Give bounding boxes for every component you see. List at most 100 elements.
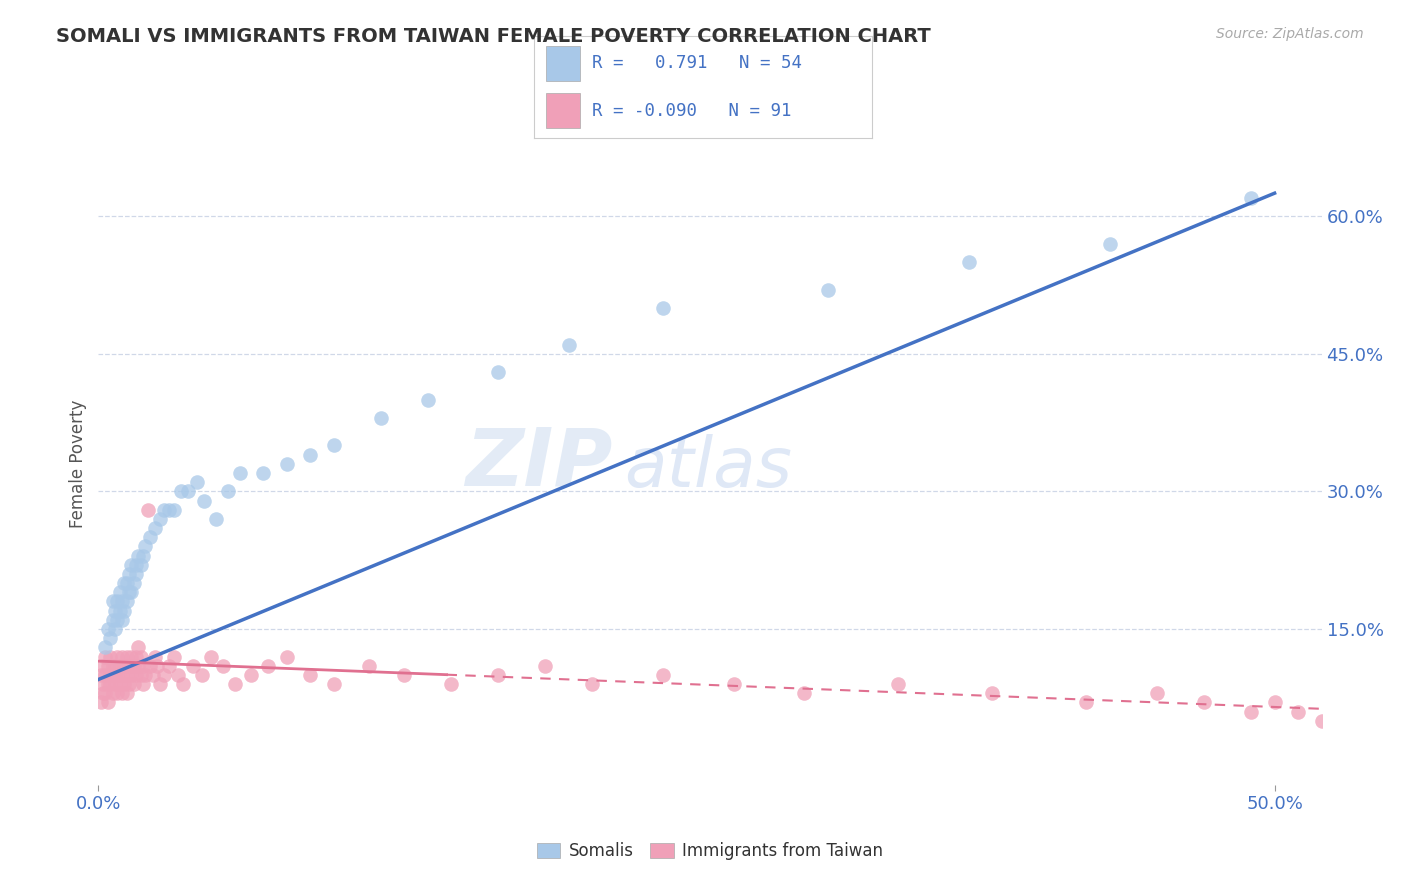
Point xyxy=(97,677,120,691)
Point xyxy=(212,658,235,673)
Point xyxy=(105,686,128,700)
Point xyxy=(1240,705,1263,719)
Point xyxy=(115,594,138,608)
Point xyxy=(143,649,166,664)
Point xyxy=(486,365,509,379)
Point xyxy=(1334,705,1357,719)
Point xyxy=(98,668,121,682)
Point xyxy=(122,576,145,591)
Point xyxy=(149,677,172,691)
Point xyxy=(111,594,134,608)
Point xyxy=(887,677,910,691)
Point xyxy=(163,649,186,664)
Point xyxy=(94,640,117,655)
Point xyxy=(127,640,149,655)
Point xyxy=(217,484,239,499)
Point xyxy=(120,585,142,599)
Point xyxy=(981,686,1004,700)
Point xyxy=(200,649,222,664)
Point xyxy=(122,658,145,673)
Point xyxy=(91,686,114,700)
Point xyxy=(252,466,274,480)
Point xyxy=(191,668,214,682)
Point xyxy=(723,677,745,691)
Point xyxy=(132,677,155,691)
Point xyxy=(97,695,120,709)
Point xyxy=(127,549,149,563)
Point xyxy=(146,658,169,673)
Point xyxy=(581,677,603,691)
Point xyxy=(101,658,124,673)
Point xyxy=(957,255,980,269)
Point xyxy=(652,301,675,315)
Point xyxy=(157,502,180,516)
Point xyxy=(322,677,344,691)
Point xyxy=(101,613,124,627)
Point xyxy=(276,649,298,664)
Point xyxy=(125,649,148,664)
Point xyxy=(112,658,135,673)
Y-axis label: Female Poverty: Female Poverty xyxy=(69,400,87,528)
Point xyxy=(94,649,117,664)
Point xyxy=(98,677,121,691)
Point xyxy=(163,502,186,516)
Point xyxy=(127,658,149,673)
Point xyxy=(652,668,675,682)
Point xyxy=(108,604,131,618)
Point xyxy=(817,283,839,297)
Point xyxy=(186,475,208,490)
Point xyxy=(276,457,298,471)
Point xyxy=(129,649,152,664)
Point xyxy=(115,649,138,664)
Point xyxy=(181,658,204,673)
Point xyxy=(120,649,142,664)
Point xyxy=(91,658,114,673)
Point xyxy=(101,594,124,608)
Point xyxy=(1098,236,1121,251)
Point xyxy=(205,512,228,526)
Point xyxy=(139,530,162,544)
Point xyxy=(132,549,155,563)
Point xyxy=(357,658,380,673)
Point xyxy=(91,677,114,691)
Point xyxy=(112,604,135,618)
Text: Source: ZipAtlas.com: Source: ZipAtlas.com xyxy=(1216,27,1364,41)
Point xyxy=(97,622,120,636)
Text: R = -0.090   N = 91: R = -0.090 N = 91 xyxy=(592,102,792,120)
Point xyxy=(120,558,142,572)
Point xyxy=(534,658,557,673)
Text: ZIP: ZIP xyxy=(465,425,612,503)
Point xyxy=(104,668,127,682)
Point xyxy=(1405,714,1406,728)
Point xyxy=(104,677,127,691)
Point xyxy=(1381,723,1403,737)
Point xyxy=(125,668,148,682)
Point xyxy=(1357,714,1379,728)
Point xyxy=(299,448,322,462)
Point xyxy=(115,686,138,700)
Point xyxy=(105,613,128,627)
Point xyxy=(104,622,127,636)
Point xyxy=(1192,695,1215,709)
Point xyxy=(101,668,124,682)
Point xyxy=(1076,695,1098,709)
Point xyxy=(125,558,148,572)
Point xyxy=(112,677,135,691)
Point xyxy=(193,493,215,508)
Point xyxy=(157,658,180,673)
Point xyxy=(256,658,278,673)
Point xyxy=(112,576,135,591)
Point xyxy=(149,512,172,526)
Point xyxy=(108,658,131,673)
Point xyxy=(177,484,200,499)
Point xyxy=(1146,686,1168,700)
Point xyxy=(120,668,142,682)
Point xyxy=(118,585,141,599)
Point xyxy=(1310,714,1333,728)
Point xyxy=(104,658,127,673)
Point xyxy=(94,668,117,682)
Point xyxy=(143,521,166,535)
Point xyxy=(111,613,134,627)
Point xyxy=(125,566,148,581)
Point xyxy=(153,502,176,516)
